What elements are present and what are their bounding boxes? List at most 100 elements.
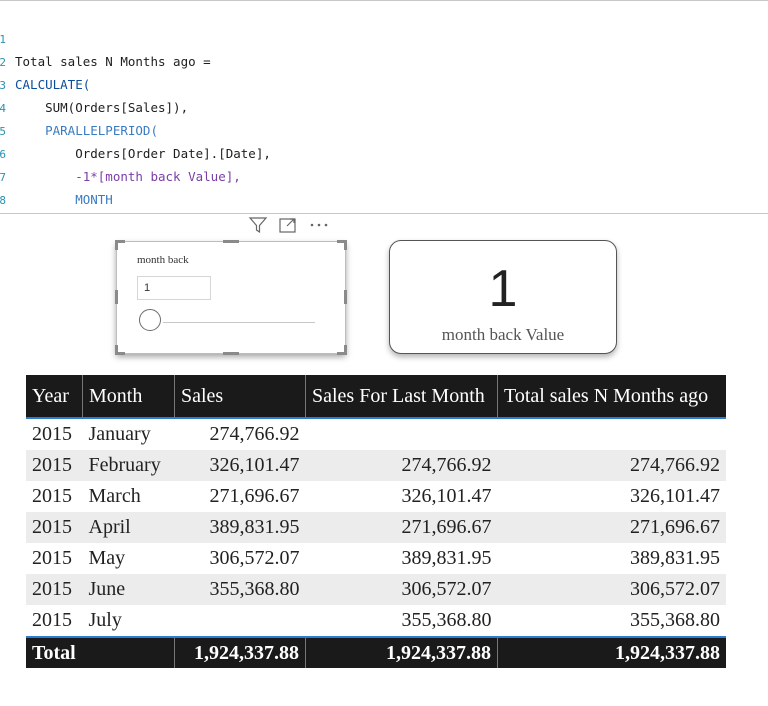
cell-sales-last-month: 274,766.92	[305, 450, 498, 481]
cell-month: June	[82, 574, 175, 605]
resize-handle[interactable]	[115, 240, 125, 243]
total-label: Total	[26, 637, 175, 668]
cell-month: July	[88, 609, 122, 631]
code-line-4: 4 PARALLELPERIOD(	[0, 76, 158, 138]
table-row: 2015 March 271,696.67 326,101.47 326,101…	[26, 481, 726, 512]
cell-total-sales-n-months-ago: 389,831.95	[630, 547, 720, 569]
total-sales-last-month: 1,924,337.88	[305, 637, 498, 668]
slicer-title: month back	[137, 254, 189, 266]
cell-total-sales-n-months-ago: 274,766.92	[497, 450, 726, 481]
line-number: 9	[0, 213, 6, 214]
cell-month: January	[88, 423, 151, 445]
cell-sales-last-month: 326,101.47	[401, 485, 492, 507]
filter-icon[interactable]	[248, 216, 268, 239]
cell-year: 2015	[32, 423, 72, 445]
card-value: 1	[488, 260, 518, 318]
resize-handle[interactable]	[223, 352, 239, 355]
line-number: 3	[0, 79, 6, 92]
resize-handle[interactable]	[115, 352, 125, 355]
month-back-value-card[interactable]: 1 month back Value	[389, 240, 617, 354]
cell-total-sales-n-months-ago: 271,696.67	[497, 512, 726, 543]
line-number: 8	[0, 194, 6, 207]
dax-formula-editor[interactable]: 1 Total sales N Months ago = 2 CALCULATE…	[0, 0, 768, 214]
column-header-year[interactable]: Year	[26, 375, 83, 418]
resize-handle[interactable]	[337, 240, 347, 243]
cell-month: February	[82, 450, 175, 481]
cell-sales: 355,368.80	[174, 574, 306, 605]
resize-handle[interactable]	[337, 352, 347, 355]
cell-year: 2015	[32, 547, 72, 569]
cell-year: 2015	[26, 512, 83, 543]
code-line-5: 5 Orders[Order Date].[Date],	[0, 99, 271, 161]
code-line-2: 2 CALCULATE(	[0, 30, 90, 92]
resize-handle[interactable]	[115, 290, 118, 304]
resize-handle[interactable]	[115, 240, 118, 250]
column-header-sales[interactable]: Sales	[174, 375, 306, 418]
code-line-7: 7 MONTH	[0, 145, 113, 207]
code-line-9: 9 )	[0, 191, 30, 213]
cell-sales-last-month: 306,572.07	[305, 574, 498, 605]
resize-handle[interactable]	[223, 240, 239, 243]
line-number: 5	[0, 125, 6, 138]
cell-month: March	[88, 485, 141, 507]
cell-sales: 306,572.07	[209, 547, 300, 569]
column-header-total-sales-n-months-ago[interactable]: Total sales N Months ago	[497, 375, 726, 418]
cell-total-sales-n-months-ago: 326,101.47	[630, 485, 720, 507]
table-row: 2015 July 355,368.80 355,368.80	[26, 605, 726, 637]
table-row: 2015 January 274,766.92	[26, 418, 726, 450]
code-text: PARALLELPERIOD(	[15, 123, 158, 138]
cell-year: 2015	[26, 450, 83, 481]
cell-sales: 274,766.92	[209, 423, 300, 445]
more-options-icon[interactable]	[308, 216, 330, 239]
cell-total-sales-n-months-ago: 355,368.80	[630, 609, 720, 631]
line-number: 6	[0, 148, 6, 161]
cell-total-sales-n-months-ago: 306,572.07	[497, 574, 726, 605]
code-text: SUM(Orders[Sales]),	[15, 100, 189, 115]
table-row: 2015 May 306,572.07 389,831.95 389,831.9…	[26, 543, 726, 574]
resize-handle[interactable]	[344, 345, 347, 355]
column-header-month[interactable]: Month	[82, 375, 175, 418]
code-line-3: 3 SUM(Orders[Sales]),	[0, 53, 188, 115]
card-label: month back Value	[441, 325, 565, 344]
cell-sales	[175, 605, 306, 637]
slider-thumb[interactable]	[139, 309, 161, 331]
code-text: MONTH	[15, 192, 113, 207]
slider-track[interactable]	[163, 322, 315, 323]
column-header-sales-last-month[interactable]: Sales For Last Month	[305, 375, 498, 418]
cell-sales: 326,101.47	[174, 450, 306, 481]
resize-handle[interactable]	[115, 345, 118, 355]
table-row: 2015 April 389,831.95 271,696.67 271,696…	[26, 512, 726, 543]
cell-month: April	[82, 512, 175, 543]
resize-handle[interactable]	[344, 240, 347, 250]
line-number: 7	[0, 171, 6, 184]
code-text: Orders[Order Date].[Date],	[15, 146, 271, 161]
resize-handle[interactable]	[344, 290, 347, 304]
line-number: 2	[0, 56, 6, 69]
line-number: 4	[0, 102, 6, 115]
table-header-row: Year Month Sales Sales For Last Month To…	[26, 375, 726, 418]
cell-sales: 389,831.95	[174, 512, 306, 543]
code-text: CALCULATE(	[15, 77, 91, 92]
code-text: Total sales N Months ago =	[15, 54, 211, 69]
total-sales: 1,924,337.88	[174, 637, 306, 668]
cell-sales: 271,696.67	[209, 485, 300, 507]
code-text: -1*[month back Value],	[15, 169, 241, 184]
sales-table: Year Month Sales Sales For Last Month To…	[26, 375, 726, 668]
code-line-6: 6 -1*[month back Value],	[0, 122, 241, 184]
cell-year: 2015	[32, 609, 72, 631]
code-line-8: 8 )	[0, 168, 30, 207]
cell-month: May	[88, 547, 126, 569]
cell-sales-last-month: 271,696.67	[305, 512, 498, 543]
table-row: 2015 February 326,101.47 274,766.92 274,…	[26, 450, 726, 481]
cell-total-sales-n-months-ago	[498, 418, 727, 450]
table-total-row: Total 1,924,337.88 1,924,337.88 1,924,33…	[26, 637, 726, 668]
focus-mode-icon[interactable]	[278, 216, 298, 239]
cell-sales-last-month: 355,368.80	[401, 609, 492, 631]
visual-header	[248, 216, 330, 238]
slicer-value-input[interactable]	[137, 276, 211, 300]
cell-sales-last-month	[306, 418, 498, 450]
table-row: 2015 June 355,368.80 306,572.07 306,572.…	[26, 574, 726, 605]
total-sales-n-months-ago: 1,924,337.88	[497, 637, 726, 668]
month-back-slicer[interactable]: month back	[115, 240, 347, 355]
cell-year: 2015	[26, 574, 83, 605]
